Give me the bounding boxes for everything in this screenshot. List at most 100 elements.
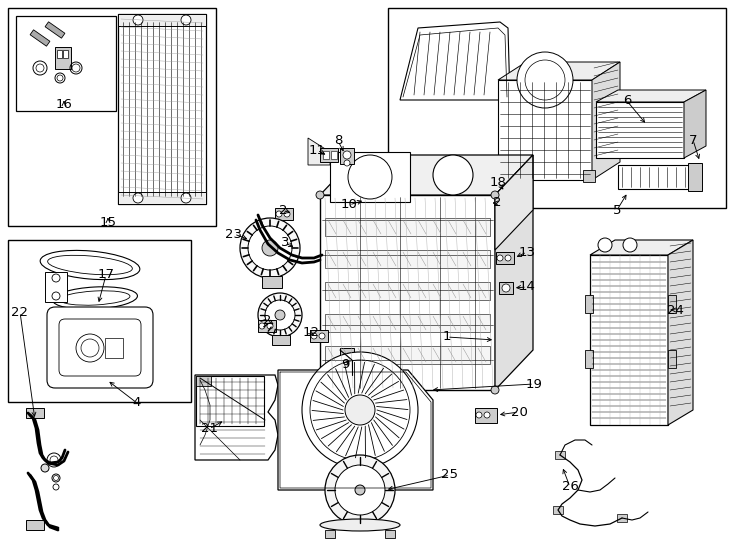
Circle shape bbox=[262, 240, 278, 256]
Polygon shape bbox=[498, 80, 592, 180]
Bar bbox=[118, 14, 206, 26]
Bar bbox=[585, 350, 593, 368]
Text: 10: 10 bbox=[341, 199, 357, 212]
Text: 1: 1 bbox=[443, 330, 451, 343]
Text: 11: 11 bbox=[308, 144, 325, 157]
Circle shape bbox=[491, 386, 499, 394]
Text: 21: 21 bbox=[200, 422, 217, 435]
Text: 8: 8 bbox=[334, 134, 342, 147]
Bar bbox=[555, 451, 565, 459]
Text: 25: 25 bbox=[441, 469, 459, 482]
Text: 22: 22 bbox=[12, 306, 29, 319]
Circle shape bbox=[52, 292, 60, 300]
Bar bbox=[688, 163, 702, 191]
Text: 13: 13 bbox=[518, 246, 536, 259]
Circle shape bbox=[345, 395, 375, 425]
Circle shape bbox=[310, 360, 410, 460]
Text: 17: 17 bbox=[98, 268, 115, 281]
Bar bbox=[596, 102, 684, 158]
Bar bbox=[258, 320, 276, 332]
Polygon shape bbox=[325, 346, 490, 364]
Circle shape bbox=[325, 455, 395, 525]
Circle shape bbox=[133, 193, 143, 203]
Ellipse shape bbox=[60, 291, 130, 305]
Bar bbox=[275, 208, 293, 220]
Polygon shape bbox=[592, 62, 620, 180]
Polygon shape bbox=[325, 314, 490, 332]
Bar bbox=[325, 530, 335, 538]
Text: 18: 18 bbox=[490, 176, 506, 188]
Bar bbox=[8, 8, 216, 226]
Polygon shape bbox=[400, 22, 510, 100]
Polygon shape bbox=[684, 90, 706, 158]
Bar bbox=[118, 14, 206, 204]
Bar bbox=[118, 192, 206, 204]
Text: 24: 24 bbox=[666, 303, 683, 316]
Circle shape bbox=[316, 386, 324, 394]
Circle shape bbox=[52, 274, 60, 282]
Circle shape bbox=[344, 160, 350, 166]
Circle shape bbox=[358, 153, 402, 197]
Bar bbox=[618, 165, 693, 189]
Bar bbox=[585, 295, 593, 313]
Bar bbox=[330, 152, 410, 202]
Polygon shape bbox=[325, 282, 490, 300]
Circle shape bbox=[284, 211, 290, 217]
Bar bbox=[553, 506, 563, 514]
Circle shape bbox=[181, 193, 191, 203]
Circle shape bbox=[133, 15, 143, 25]
Ellipse shape bbox=[53, 287, 137, 309]
Text: 4: 4 bbox=[133, 396, 141, 409]
Text: 5: 5 bbox=[613, 204, 621, 217]
Ellipse shape bbox=[40, 251, 139, 280]
Bar bbox=[196, 376, 211, 386]
Polygon shape bbox=[320, 155, 533, 195]
Circle shape bbox=[598, 238, 612, 252]
Circle shape bbox=[248, 226, 292, 270]
Polygon shape bbox=[195, 375, 278, 460]
Bar bbox=[26, 520, 44, 530]
Bar bbox=[8, 240, 191, 402]
Circle shape bbox=[240, 218, 300, 278]
Text: 6: 6 bbox=[623, 94, 631, 107]
Circle shape bbox=[41, 464, 49, 472]
Text: 16: 16 bbox=[56, 98, 73, 111]
Polygon shape bbox=[596, 90, 706, 102]
Bar bbox=[668, 350, 676, 368]
Bar bbox=[500, 170, 512, 182]
Circle shape bbox=[319, 333, 325, 339]
Bar bbox=[30, 30, 50, 46]
Circle shape bbox=[365, 160, 395, 190]
Circle shape bbox=[76, 334, 104, 362]
Circle shape bbox=[505, 255, 511, 261]
Bar bbox=[583, 170, 595, 182]
Bar bbox=[490, 198, 510, 210]
Ellipse shape bbox=[320, 519, 400, 531]
Circle shape bbox=[517, 52, 573, 108]
Text: 7: 7 bbox=[688, 133, 697, 146]
Bar bbox=[340, 348, 354, 360]
Text: 12: 12 bbox=[302, 327, 319, 340]
Polygon shape bbox=[495, 155, 533, 250]
Bar bbox=[57, 50, 62, 58]
Bar bbox=[310, 330, 328, 342]
Bar bbox=[63, 50, 68, 58]
Circle shape bbox=[491, 191, 499, 199]
Polygon shape bbox=[308, 138, 330, 165]
Polygon shape bbox=[668, 240, 693, 425]
Circle shape bbox=[491, 201, 497, 207]
Circle shape bbox=[81, 339, 99, 357]
Circle shape bbox=[525, 60, 565, 100]
FancyBboxPatch shape bbox=[47, 307, 153, 388]
Text: 2: 2 bbox=[279, 204, 287, 217]
Text: 14: 14 bbox=[518, 280, 535, 294]
Text: 20: 20 bbox=[511, 406, 528, 419]
Bar bbox=[16, 16, 116, 111]
Polygon shape bbox=[590, 240, 693, 255]
Polygon shape bbox=[498, 62, 620, 80]
Polygon shape bbox=[495, 155, 533, 390]
Polygon shape bbox=[320, 195, 495, 390]
Circle shape bbox=[501, 201, 507, 207]
FancyBboxPatch shape bbox=[59, 319, 141, 376]
Circle shape bbox=[343, 151, 351, 159]
